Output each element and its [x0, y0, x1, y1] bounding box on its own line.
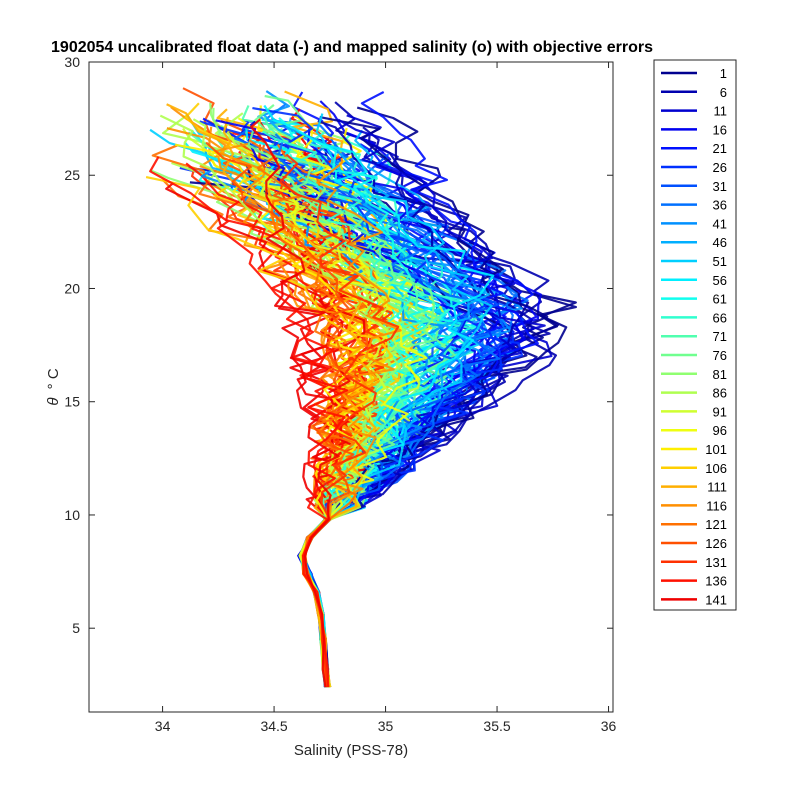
legend-entry-label: 1 — [720, 66, 727, 81]
y-axis-ticks: 5 10 15 20 25 30 — [64, 54, 613, 636]
legend-entry-label: 126 — [705, 536, 727, 551]
legend-entry-label: 86 — [713, 386, 727, 401]
legend-entry-label: 6 — [720, 85, 727, 100]
y-axis-label-symbol: θ — [45, 398, 62, 406]
x-axis-ticks: 34 34.5 35 35.5 36 — [155, 62, 617, 734]
legend-entry-label: 76 — [713, 348, 727, 363]
legend-entry-label: 66 — [713, 310, 727, 325]
y-tick-label: 30 — [64, 54, 80, 70]
legend-entry-label: 96 — [713, 423, 727, 438]
legend-entry-label: 141 — [705, 592, 727, 607]
y-tick-label: 10 — [64, 507, 80, 523]
svg-text:θ ° C: θ ° C — [45, 368, 62, 405]
legend: 1611162126313641465156616671768186919610… — [653, 59, 737, 611]
x-tick-label: 35.5 — [483, 718, 510, 734]
legend-entry-label: 106 — [705, 461, 727, 476]
legend-entry-label: 26 — [713, 160, 727, 175]
legend-entry-label: 71 — [713, 329, 727, 344]
legend-entry-label: 11 — [714, 104, 728, 119]
y-tick-label: 5 — [72, 620, 80, 636]
x-tick-label: 34 — [155, 718, 171, 734]
y-axis-label-unit: ° C — [45, 368, 62, 389]
legend-entry-label: 56 — [713, 273, 727, 288]
legend-entry-label: 121 — [705, 517, 727, 532]
legend-entry-label: 46 — [713, 235, 727, 250]
profile-line — [149, 156, 349, 688]
legend-entry-label: 61 — [713, 292, 727, 307]
y-axis-label: θ ° C — [45, 368, 62, 405]
x-tick-label: 35 — [378, 718, 394, 734]
y-tick-label: 15 — [64, 394, 80, 410]
profile-line — [250, 118, 340, 688]
x-tick-label: 34.5 — [260, 718, 287, 734]
legend-entry-label: 101 — [705, 442, 727, 457]
legend-entry-label: 111 — [707, 480, 727, 495]
legend-entry-label: 136 — [705, 574, 727, 589]
legend-entry-label: 41 — [713, 216, 727, 231]
legend-entry-label: 31 — [713, 179, 727, 194]
y-tick-label: 20 — [64, 280, 80, 296]
legend-entry-label: 16 — [713, 122, 727, 137]
legend-entry-label: 36 — [713, 198, 727, 213]
x-axis-label: Salinity (PSS-78) — [294, 742, 408, 759]
legend-entry-label: 21 — [713, 141, 727, 156]
chart-title: 1902054 uncalibrated float data (-) and … — [51, 39, 653, 56]
legend-entry-label: 131 — [705, 555, 727, 570]
legend-entry-label: 91 — [713, 404, 727, 419]
legend-entry-label: 51 — [713, 254, 727, 269]
y-tick-label: 25 — [64, 167, 80, 183]
legend-entry-label: 116 — [706, 498, 727, 513]
profile-lines — [145, 87, 577, 688]
plot-frame — [88, 61, 614, 713]
x-tick-label: 36 — [601, 718, 617, 734]
legend-entry-label: 81 — [713, 367, 727, 382]
